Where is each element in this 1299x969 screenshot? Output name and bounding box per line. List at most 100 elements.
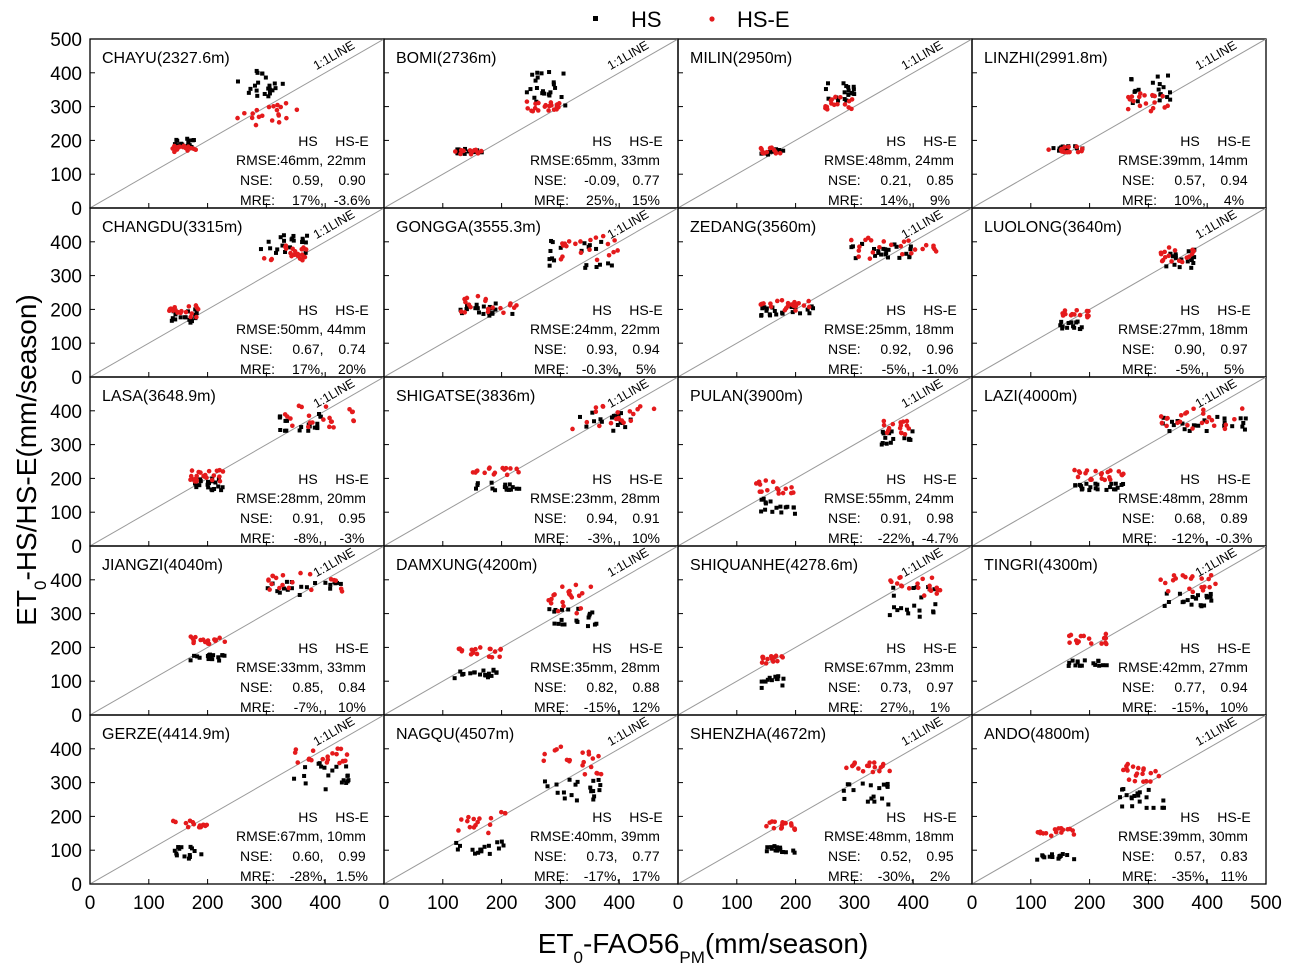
hse-point bbox=[844, 765, 849, 771]
hs-point bbox=[591, 797, 596, 802]
stats-rmse: RMSE:39mm, 14mm bbox=[1118, 152, 1248, 168]
hs-point bbox=[493, 307, 498, 312]
stats-label-nse: NSE: bbox=[828, 679, 861, 695]
stats-header-hse: HS-E bbox=[1217, 640, 1250, 656]
hs-point bbox=[278, 235, 283, 240]
stats-label-nse: NSE: bbox=[534, 848, 567, 864]
hs-point bbox=[206, 657, 211, 662]
hse-point bbox=[776, 491, 781, 496]
hse-point bbox=[183, 820, 189, 826]
hs-point bbox=[533, 78, 538, 83]
hs-point bbox=[179, 141, 184, 146]
hs-point bbox=[1162, 603, 1167, 608]
hse-point bbox=[269, 118, 275, 123]
stats-mre-hs: -5%, bbox=[1176, 361, 1205, 377]
stats-mre-hs: -22%, bbox=[878, 530, 915, 546]
hs-point bbox=[1047, 854, 1052, 859]
hs-point bbox=[1186, 249, 1191, 254]
y-tick-label: 300 bbox=[50, 774, 82, 795]
stats-nse-hse: 0.97 bbox=[926, 679, 953, 695]
hse-point bbox=[904, 418, 910, 424]
hs-point bbox=[175, 138, 180, 143]
x-tick-label: 400 bbox=[897, 893, 929, 914]
hse-point bbox=[554, 105, 560, 110]
hse-point bbox=[763, 661, 769, 666]
hs-point bbox=[489, 480, 494, 485]
hse-point bbox=[327, 415, 332, 421]
hs-point bbox=[779, 510, 784, 515]
hse-point bbox=[628, 418, 634, 424]
hs-point bbox=[197, 483, 202, 488]
hs-point bbox=[778, 504, 783, 509]
hs-point bbox=[281, 233, 286, 238]
hse-point bbox=[1074, 307, 1080, 313]
hse-point bbox=[306, 413, 312, 419]
hs-point bbox=[1072, 325, 1077, 330]
hse-point bbox=[773, 653, 779, 659]
hs-point bbox=[551, 82, 556, 87]
hse-point bbox=[183, 309, 189, 315]
hse-point bbox=[842, 102, 848, 107]
stats-mre-hs: -28%, bbox=[290, 868, 327, 884]
stats-rmse: RMSE:48mm, 24mm bbox=[824, 152, 954, 168]
hs-point bbox=[850, 91, 855, 96]
stats-header-hse: HS-E bbox=[629, 471, 662, 487]
hs-point bbox=[483, 673, 488, 678]
hs-point bbox=[592, 419, 597, 424]
hs-point bbox=[559, 607, 564, 612]
hs-point bbox=[322, 765, 327, 770]
hse-point bbox=[612, 238, 617, 243]
hs-point bbox=[598, 783, 603, 788]
hs-point bbox=[1095, 482, 1100, 487]
hs-point bbox=[895, 608, 900, 613]
hse-point bbox=[209, 477, 215, 483]
hse-point bbox=[253, 122, 259, 128]
hs-point bbox=[1180, 600, 1185, 605]
hs-point bbox=[1222, 416, 1227, 421]
hs-point bbox=[283, 250, 288, 255]
panel-title: SHENZHA(4672m) bbox=[690, 726, 826, 743]
hs-point bbox=[1136, 87, 1141, 92]
hse-point bbox=[584, 419, 590, 425]
hs-point bbox=[287, 245, 292, 250]
stats-label-mre: MRE: bbox=[534, 530, 569, 546]
hse-point bbox=[1107, 477, 1113, 482]
hse-point bbox=[560, 599, 565, 605]
hse-point bbox=[806, 304, 812, 310]
hs-point bbox=[886, 802, 891, 807]
hse-point bbox=[1166, 253, 1172, 259]
hs-point bbox=[1238, 416, 1243, 421]
hs-point bbox=[300, 238, 305, 243]
stats-mre-hse: 5% bbox=[636, 361, 656, 377]
hs-point bbox=[315, 421, 320, 426]
stats-header-hse: HS-E bbox=[335, 809, 368, 825]
hse-point bbox=[1130, 764, 1136, 769]
hse-point bbox=[1159, 420, 1165, 426]
hse-point bbox=[267, 587, 272, 592]
stats-nse-hse: 0.77 bbox=[632, 172, 659, 188]
hs-point bbox=[216, 477, 221, 482]
hs-point bbox=[475, 483, 480, 488]
hs-point bbox=[871, 794, 876, 799]
hse-point bbox=[507, 302, 513, 308]
hse-point bbox=[780, 655, 785, 660]
hs-point bbox=[574, 618, 579, 623]
hs-point bbox=[219, 488, 224, 493]
hse-point bbox=[535, 108, 541, 113]
hse-point bbox=[915, 585, 921, 591]
stats-header-hse: HS-E bbox=[923, 302, 956, 318]
hs-point bbox=[323, 580, 328, 585]
hse-point bbox=[570, 426, 575, 432]
hse-point bbox=[789, 302, 794, 307]
hse-point bbox=[295, 251, 301, 257]
hse-point bbox=[186, 304, 192, 309]
hs-point bbox=[205, 482, 210, 487]
hs-point bbox=[873, 253, 878, 258]
hse-point bbox=[597, 423, 602, 429]
hse-point bbox=[769, 145, 775, 151]
hs-point bbox=[1065, 325, 1070, 330]
hs-point bbox=[773, 674, 778, 679]
hse-point bbox=[789, 485, 794, 490]
hs-point bbox=[183, 315, 188, 320]
hse-point bbox=[578, 250, 584, 255]
